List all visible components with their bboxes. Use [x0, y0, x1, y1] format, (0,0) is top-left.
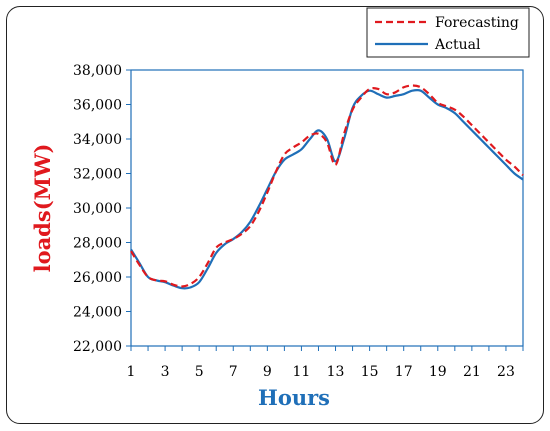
x-tick-label: 21	[463, 364, 481, 380]
x-tick-label: 7	[229, 364, 238, 380]
legend-label-actual: Actual	[434, 37, 481, 53]
y-axis-title: loads(MW)	[30, 144, 55, 273]
y-tick-label: 30,000	[73, 201, 122, 217]
x-tick-label: 13	[327, 364, 345, 380]
y-tick-label: 22,000	[73, 339, 122, 355]
x-tick-label: 19	[429, 364, 447, 380]
legend: Forecasting Actual	[366, 7, 530, 58]
x-tick-label: 11	[293, 364, 311, 380]
x-tick-label: 15	[361, 364, 379, 380]
y-tick-label: 24,000	[73, 305, 122, 321]
x-tick-label: 23	[497, 364, 515, 380]
x-axis-ticks: 1 3 5 7 9 11 13 15 17 19 21 23	[127, 346, 524, 380]
y-tick-label: 32,000	[73, 167, 122, 183]
legend-box	[366, 7, 530, 58]
x-tick-label: 17	[395, 364, 413, 380]
y-tick-label: 34,000	[73, 132, 122, 148]
y-tick-label: 38,000	[73, 63, 122, 79]
series-line-actual	[130, 88, 524, 290]
legend-label-forecasting: Forecasting	[435, 15, 519, 31]
x-tick-label: 5	[195, 364, 204, 380]
chart-frame	[6, 6, 544, 424]
y-tick-label: 36,000	[73, 98, 122, 114]
x-tick-label: 3	[161, 364, 170, 380]
x-axis-title: Hours	[258, 385, 330, 410]
series-line-forecasting	[130, 84, 524, 288]
x-tick-label: 1	[127, 364, 136, 380]
y-axis-ticks: 22,000 24,000 26,000 28,000 30,000 32,000 34,0…	[73, 63, 131, 355]
plot-area	[130, 69, 524, 347]
y-tick-label: 28,000	[73, 236, 122, 252]
y-tick-label: 26,000	[73, 270, 122, 286]
x-tick-label: 9	[263, 364, 272, 380]
series-layer	[130, 84, 524, 290]
